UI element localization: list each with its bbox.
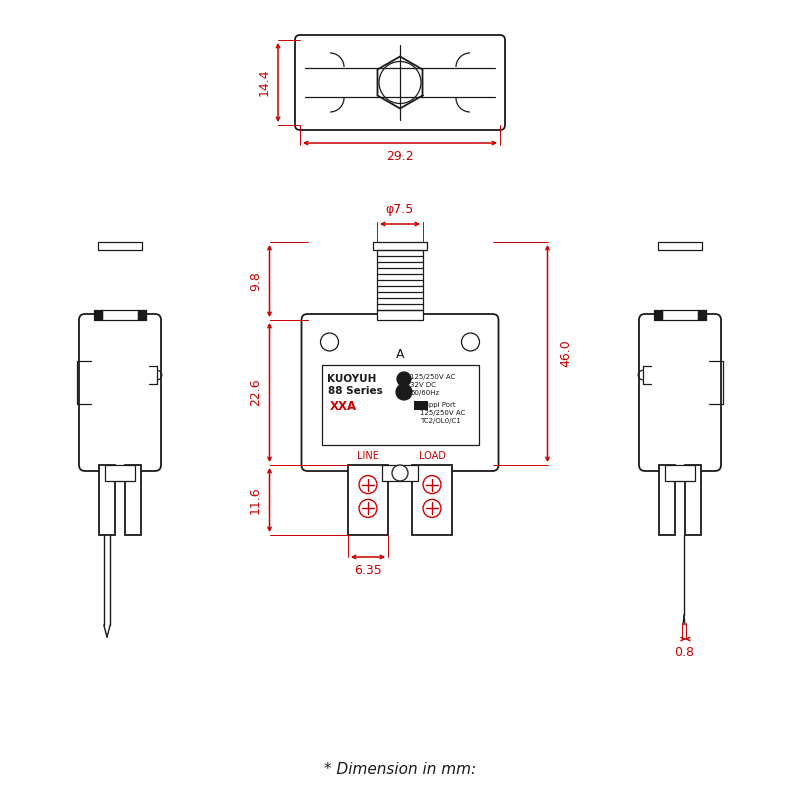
Text: 32V DC: 32V DC — [410, 382, 436, 388]
Text: * Dimension in mm:: * Dimension in mm: — [324, 762, 476, 778]
Bar — [662, 310, 698, 320]
Circle shape — [423, 499, 441, 518]
Text: 125/250V AC: 125/250V AC — [410, 374, 455, 380]
Text: 14.4: 14.4 — [258, 69, 270, 96]
Text: XXA: XXA — [330, 401, 357, 414]
Circle shape — [396, 384, 412, 400]
Circle shape — [321, 333, 338, 351]
Text: LINE: LINE — [357, 451, 379, 461]
Bar — [99, 465, 115, 535]
Text: 9.8: 9.8 — [249, 271, 262, 291]
Text: 29.2: 29.2 — [386, 150, 414, 163]
Bar — [659, 465, 675, 535]
Bar — [105, 465, 135, 481]
Text: 11.6: 11.6 — [249, 486, 262, 514]
Bar — [412, 465, 452, 535]
Bar — [685, 465, 701, 535]
Bar — [373, 242, 427, 250]
Bar — [125, 465, 141, 535]
Bar — [322, 365, 478, 445]
Text: φ7.5: φ7.5 — [386, 203, 414, 217]
Circle shape — [382, 65, 418, 101]
Text: 50/60Hz: 50/60Hz — [410, 390, 439, 396]
Circle shape — [379, 62, 421, 103]
Bar — [662, 310, 698, 320]
Circle shape — [359, 475, 377, 494]
Bar — [377, 310, 423, 320]
Text: 125/250V AC: 125/250V AC — [420, 410, 466, 416]
Bar — [102, 310, 138, 320]
Circle shape — [359, 499, 377, 518]
Text: 6.35: 6.35 — [354, 565, 382, 578]
Text: LOAD: LOAD — [418, 451, 446, 461]
Bar — [102, 310, 138, 320]
Circle shape — [462, 333, 479, 351]
Text: 46.0: 46.0 — [559, 340, 572, 367]
Text: KUOYUH: KUOYUH — [327, 374, 377, 384]
FancyBboxPatch shape — [302, 314, 498, 471]
Bar — [98, 242, 142, 250]
Bar — [658, 242, 702, 250]
Text: 22.6: 22.6 — [249, 378, 262, 406]
Text: Suppl Port: Suppl Port — [420, 402, 456, 408]
Circle shape — [423, 475, 441, 494]
FancyBboxPatch shape — [639, 314, 721, 471]
Text: 0.8: 0.8 — [674, 646, 694, 659]
FancyBboxPatch shape — [79, 314, 161, 471]
Text: TC2/OL0/C1: TC2/OL0/C1 — [420, 418, 461, 424]
Circle shape — [392, 465, 408, 481]
Bar — [382, 465, 418, 481]
FancyBboxPatch shape — [295, 35, 505, 130]
Bar — [414, 401, 428, 410]
Text: A: A — [396, 349, 404, 362]
Text: 88 Series: 88 Series — [327, 386, 382, 396]
Circle shape — [397, 372, 411, 386]
Bar — [665, 465, 695, 481]
Bar — [348, 465, 388, 535]
